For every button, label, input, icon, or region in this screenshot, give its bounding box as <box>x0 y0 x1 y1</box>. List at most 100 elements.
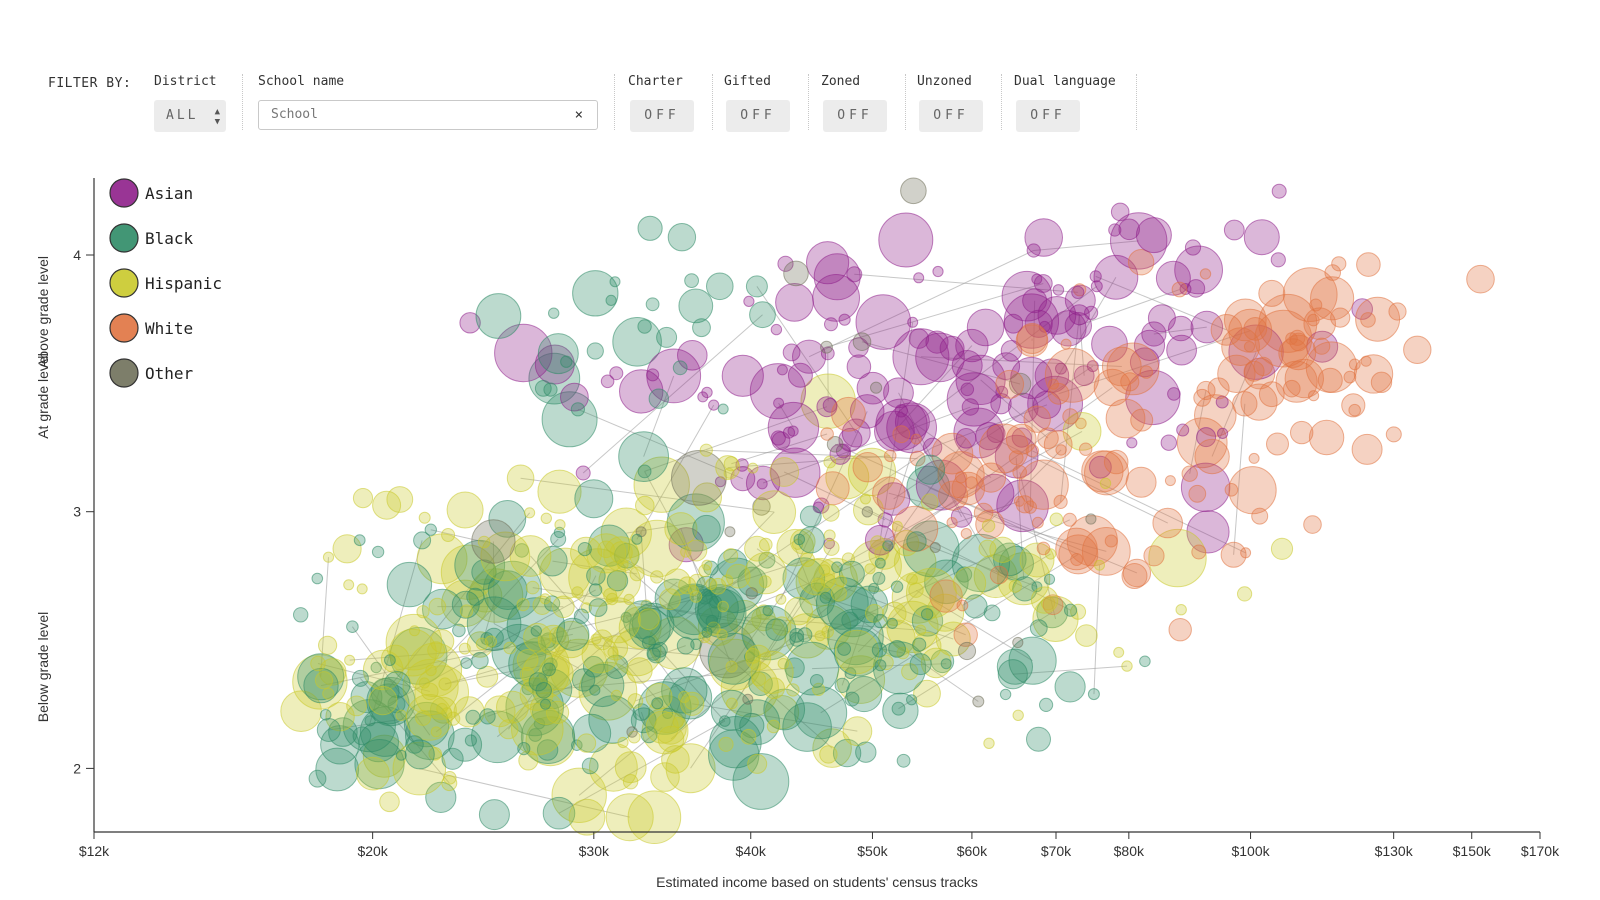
school-bubble-hispanic[interactable] <box>446 711 461 726</box>
school-bubble-hispanic[interactable] <box>372 490 402 520</box>
school-bubble-hispanic[interactable] <box>1237 586 1253 602</box>
school-bubble-asian[interactable] <box>1055 362 1067 375</box>
school-bubble-hispanic[interactable] <box>529 692 563 725</box>
school-bubble-white[interactable] <box>1025 444 1040 458</box>
school-bubble-white[interactable] <box>831 396 866 432</box>
school-bubble-black[interactable] <box>637 319 652 334</box>
legend-label-black[interactable]: Black <box>145 229 194 248</box>
school-bubble-white[interactable] <box>1266 432 1289 456</box>
school-bubble-white[interactable] <box>1217 354 1256 394</box>
school-bubble-black[interactable] <box>872 571 886 585</box>
school-bubble-black[interactable] <box>1043 573 1056 585</box>
school-bubble-black[interactable] <box>832 738 862 768</box>
school-bubble-white[interactable] <box>1243 317 1268 341</box>
school-bubble-black[interactable] <box>465 709 481 725</box>
school-bubble-black[interactable] <box>475 293 522 339</box>
school-bubble-white[interactable] <box>1309 298 1323 312</box>
school-bubble-black[interactable] <box>422 588 463 630</box>
school-bubble-asian[interactable] <box>1166 334 1197 366</box>
school-bubble-asian[interactable] <box>855 294 912 350</box>
school-bubble-white[interactable] <box>1348 358 1361 371</box>
legend-swatch-other[interactable] <box>109 358 139 388</box>
school-bubble-asian[interactable] <box>1110 202 1130 222</box>
school-bubble-hispanic[interactable] <box>549 626 567 645</box>
school-bubble-asian[interactable] <box>961 398 980 416</box>
school-bubble-hispanic[interactable] <box>989 536 1016 563</box>
school-bubble-hispanic[interactable] <box>835 575 847 588</box>
school-bubble-white[interactable] <box>1248 452 1260 464</box>
school-bubble-black[interactable] <box>1139 655 1151 668</box>
school-bubble-white[interactable] <box>1243 341 1256 353</box>
school-bubble-hispanic[interactable] <box>389 628 437 677</box>
school-bubble-black[interactable] <box>1039 697 1054 713</box>
school-bubble-black[interactable] <box>846 675 883 713</box>
school-bubble-white[interactable] <box>1058 534 1099 575</box>
school-bubble-black[interactable] <box>413 531 432 550</box>
school-bubble-hispanic[interactable] <box>322 687 335 700</box>
school-bubble-black[interactable] <box>577 542 592 557</box>
school-bubble-asian[interactable] <box>735 458 749 472</box>
school-bubble-black[interactable] <box>572 713 612 753</box>
school-bubble-asian[interactable] <box>1155 260 1191 296</box>
school-bubble-hispanic[interactable] <box>425 664 437 677</box>
school-bubble-asian[interactable] <box>708 399 720 411</box>
school-bubble-hispanic[interactable] <box>443 771 457 785</box>
school-bubble-hispanic[interactable] <box>834 629 880 675</box>
school-bubble-hispanic[interactable] <box>635 495 655 516</box>
school-bubble-black[interactable] <box>744 651 756 663</box>
school-bubble-black[interactable] <box>734 699 780 746</box>
school-bubble-other[interactable] <box>745 587 758 600</box>
school-bubble-hispanic[interactable] <box>698 564 712 578</box>
school-bubble-black[interactable] <box>645 297 660 312</box>
school-bubble-white[interactable] <box>1104 534 1118 548</box>
school-bubble-black[interactable] <box>906 531 927 552</box>
school-bubble-white[interactable] <box>1356 252 1381 277</box>
school-bubble-white[interactable] <box>965 476 978 490</box>
school-bubble-white[interactable] <box>1403 335 1432 365</box>
school-bubble-hispanic[interactable] <box>551 767 607 823</box>
school-bubble-black[interactable] <box>612 317 662 367</box>
school-bubble-white[interactable] <box>1015 324 1049 357</box>
school-bubble-hispanic[interactable] <box>769 457 800 487</box>
school-bubble-black[interactable] <box>370 661 382 674</box>
school-bubble-asian[interactable] <box>1186 279 1206 298</box>
school-bubble-black[interactable] <box>707 632 760 685</box>
school-bubble-hispanic[interactable] <box>605 793 654 842</box>
school-bubble-hispanic[interactable] <box>605 592 619 606</box>
school-bubble-black[interactable] <box>351 669 369 687</box>
school-bubble-hispanic[interactable] <box>935 621 971 657</box>
school-bubble-black[interactable] <box>346 620 359 634</box>
school-bubble-white[interactable] <box>1105 398 1146 439</box>
school-bubble-hispanic[interactable] <box>763 677 786 700</box>
school-bubble-other[interactable] <box>783 260 809 287</box>
school-bubble-hispanic[interactable] <box>814 630 826 642</box>
school-bubble-white[interactable] <box>973 502 994 523</box>
school-bubble-white[interactable] <box>1194 438 1230 475</box>
school-bubble-asian[interactable] <box>1032 390 1062 420</box>
school-bubble-asian[interactable] <box>1190 310 1224 344</box>
school-bubble-black[interactable] <box>540 698 551 710</box>
school-bubble-white[interactable] <box>1251 507 1269 525</box>
school-bubble-white[interactable] <box>1070 553 1084 566</box>
school-bubble-asian[interactable] <box>646 368 660 382</box>
school-bubble-asian[interactable] <box>1026 243 1041 258</box>
school-bubble-asian[interactable] <box>1217 427 1229 439</box>
school-bubble-black[interactable] <box>452 623 466 638</box>
school-bubble-hispanic[interactable] <box>310 655 326 672</box>
school-bubble-white[interactable] <box>1224 483 1239 497</box>
school-bubble-hispanic[interactable] <box>823 539 840 556</box>
school-bubble-asian[interactable] <box>782 343 801 362</box>
school-bubble-black[interactable] <box>570 402 586 417</box>
school-bubble-hispanic[interactable] <box>775 593 787 605</box>
school-bubble-hispanic[interactable] <box>1113 646 1125 658</box>
school-bubble-black[interactable] <box>951 533 1011 593</box>
school-bubble-black[interactable] <box>678 288 714 324</box>
school-bubble-asian[interactable] <box>955 428 977 449</box>
school-bubble-black[interactable] <box>543 382 558 397</box>
school-bubble-hispanic[interactable] <box>891 520 903 532</box>
school-bubble-black[interactable] <box>447 727 483 762</box>
school-bubble-white[interactable] <box>937 451 985 499</box>
school-bubble-hispanic[interactable] <box>784 596 814 626</box>
school-bubble-hispanic[interactable] <box>716 628 728 641</box>
school-bubble-white[interactable] <box>1220 541 1247 568</box>
